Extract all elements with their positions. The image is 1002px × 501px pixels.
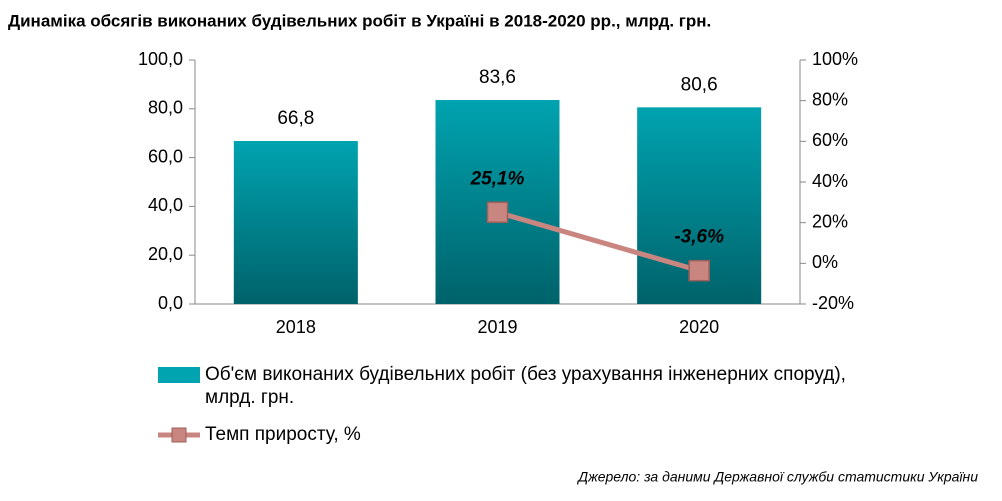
data-label: 66,8	[277, 108, 314, 129]
legend-label: Об'єм виконаних будівельних робіт (без у…	[205, 364, 846, 408]
x-tick-label: 2018	[276, 317, 316, 337]
y-tick-label: 40,0	[148, 195, 183, 215]
line	[496, 209, 700, 274]
data-label: -3,6%	[674, 227, 724, 248]
data-label: 25,1%	[470, 168, 525, 189]
y-tick-label: 80,0	[148, 98, 183, 118]
line-marker	[688, 259, 710, 282]
legend-label: Темп приросту, %	[205, 424, 361, 445]
line-marker	[486, 201, 509, 224]
y-tick-label: 20,0	[148, 244, 183, 264]
y2-tick-label: 20%	[812, 211, 848, 231]
y2-tick-label: 80%	[812, 89, 848, 109]
x-tick-label: 2019	[477, 317, 517, 337]
y2-tick-label: -20%	[812, 293, 854, 313]
chart-title: Динаміка обсягів виконаних будівельних р…	[8, 11, 711, 30]
y-tick-label: 60,0	[148, 146, 183, 166]
legend-marker	[171, 427, 187, 443]
source: Джерело: за даними Державної служби стат…	[576, 469, 978, 485]
x-tick-label: 2020	[679, 317, 719, 337]
legend-swatch	[158, 367, 200, 383]
y2-tick-label: 0%	[812, 252, 838, 272]
y2-tick-label: 40%	[812, 171, 848, 191]
data-label: 80,6	[681, 74, 718, 95]
y2-tick-label: 60%	[812, 130, 848, 150]
data-label: 83,6	[479, 67, 516, 88]
y-tick-label: 0,0	[158, 293, 183, 313]
y-tick-label: 100,0	[138, 49, 183, 69]
y2-tick-label: 100%	[812, 49, 858, 69]
bar-shade	[233, 141, 358, 304]
